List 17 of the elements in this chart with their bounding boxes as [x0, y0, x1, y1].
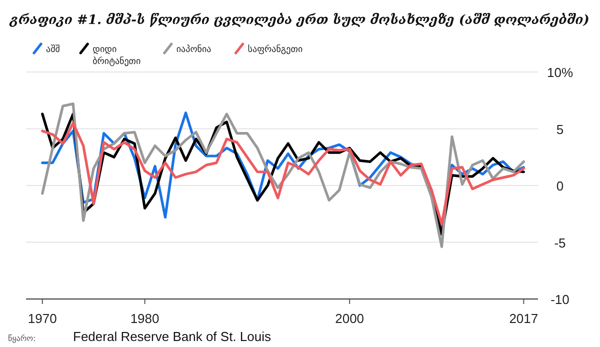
text: წყარო: [8, 334, 36, 343]
x-tick-label: 1970 [28, 311, 57, 326]
line-series [41, 102, 525, 248]
legend-label: საფრანგეთი [248, 44, 303, 55]
legend-label: იაპონია [176, 44, 212, 55]
legend-label: დიდი ბრიტანეთი [92, 45, 142, 67]
chart-title: გრაფიკი #1. მშპ-ს წლიური ცვლილება ერთ სულ მოსახლეზე (აშშ დოლარებში) [9, 12, 590, 28]
y-tick-label: -5 [554, 235, 566, 250]
x-tick-label: 2017 [509, 311, 538, 326]
text: Federal Reserve Bank of St. Louis [73, 329, 272, 344]
y-tick-label: 5 [556, 122, 564, 137]
y-tick-label: 0 [556, 178, 564, 194]
legend-label: აშშ [46, 44, 60, 55]
x-tick-label: 2000 [335, 311, 364, 326]
x-tick-label: 1980 [130, 311, 160, 326]
y-tick-label: -10 [550, 292, 570, 307]
y-tick-label: 10% [546, 65, 574, 80]
